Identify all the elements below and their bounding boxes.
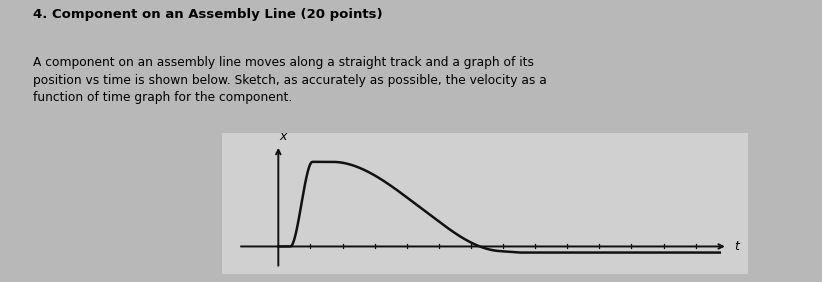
Text: 4. Component on an Assembly Line (20 points): 4. Component on an Assembly Line (20 poi…: [33, 8, 382, 21]
Text: t: t: [734, 240, 739, 253]
Text: x: x: [279, 130, 287, 143]
Text: A component on an assembly line moves along a straight track and a graph of its
: A component on an assembly line moves al…: [33, 56, 547, 104]
